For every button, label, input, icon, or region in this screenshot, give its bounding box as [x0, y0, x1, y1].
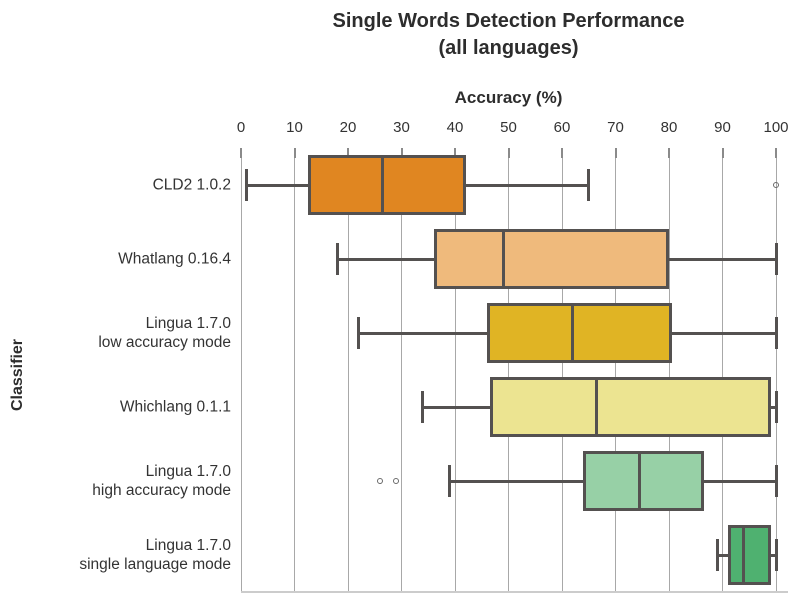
outlier-point: [377, 478, 384, 484]
x-tick-label-0: 0: [236, 119, 246, 136]
category-label-line: CLD2 1.0.2: [152, 176, 231, 194]
whisker-cap-high: [774, 243, 778, 275]
x-tick-30: [400, 148, 403, 158]
median-line: [501, 232, 505, 286]
x-tick-label-80: 80: [660, 119, 678, 136]
category-label-6: Lingua 1.7.0 single language mode: [0, 536, 231, 574]
median-line: [742, 528, 746, 582]
median-line: [595, 380, 599, 434]
x-tick-label-50: 50: [500, 119, 517, 136]
gridline-30: [401, 148, 402, 592]
median-line: [571, 306, 575, 360]
x-tick-20: [347, 148, 349, 158]
gridline-70: [615, 148, 616, 592]
x-tick-60: [561, 148, 563, 158]
gridline-100: [775, 148, 777, 592]
category-label-1: CLD2 1.0.2: [0, 176, 231, 195]
category-label-line: Whatlang 0.16.4: [118, 250, 231, 268]
category-labels: CLD2 1.0.2 Whatlang 0.16.4 Lingua 1.7.0 low…: [0, 148, 231, 592]
box-cld2-1-0-2: [307, 155, 466, 215]
x-tick-0: [240, 148, 242, 158]
x-tick-label-100: 100: [763, 119, 789, 136]
category-label-line: high accuracy mode: [92, 482, 231, 499]
gridline-10: [294, 148, 295, 592]
x-tick-10: [293, 148, 296, 158]
category-label-5: Lingua 1.7.0 high accuracy mode: [0, 462, 231, 500]
whisker-cap-high: [774, 391, 778, 423]
box-lingua-1-7-0-single-language-mode: [727, 525, 771, 585]
gridline-90: [722, 148, 723, 592]
category-label-line: Lingua 1.7.0: [145, 537, 231, 554]
x-tick-70: [614, 148, 617, 158]
whisker-cap-low: [357, 317, 361, 349]
plot-area: 0 10 20 30 40 50 60 70 80 90 100: [237, 119, 789, 593]
x-tick-50: [507, 148, 510, 158]
box-lingua-1-7-0-high-accuracy-mode: [583, 451, 704, 511]
whisker-cap-low: [715, 539, 719, 571]
outlier-point: [393, 478, 400, 484]
box-whatlang-0-16-4: [433, 229, 669, 289]
gridline-20: [347, 148, 349, 592]
x-tick-label-60: 60: [553, 119, 571, 136]
x-tick-90: [721, 148, 724, 158]
x-tick-40: [454, 148, 456, 158]
median-line: [381, 158, 385, 212]
whisker-cap-high: [587, 169, 591, 201]
x-tick-label-90: 90: [714, 119, 731, 136]
x-tick-label-70: 70: [607, 119, 624, 136]
chart-title-line1: Single Words Detection Performance: [332, 10, 685, 32]
box-whichlang-0-1-1: [489, 377, 771, 437]
category-label-line: Lingua 1.7.0: [145, 463, 231, 480]
whisker-cap-low: [244, 169, 248, 201]
category-label-line: Whichlang 0.1.1: [119, 398, 231, 416]
x-tick-label-40: 40: [446, 119, 464, 136]
category-label-4: Whichlang 0.1.1: [0, 398, 231, 417]
chart-title: Single Words Detection Performance (all …: [241, 8, 776, 62]
whisker-cap-high: [774, 317, 778, 349]
x-tick-label-20: 20: [339, 119, 357, 136]
bottom-axis-spine: [241, 591, 788, 593]
box-lingua-1-7-0-low-accuracy-mode: [487, 303, 672, 363]
whisker-cap-low: [421, 391, 425, 423]
gridline-80: [668, 148, 670, 592]
x-tick-label-30: 30: [393, 119, 410, 136]
whisker-cap-high: [774, 465, 778, 497]
whisker-cap-low: [448, 465, 452, 497]
category-label-line: low accuracy mode: [98, 334, 231, 351]
x-axis-title: Accuracy (%): [454, 88, 563, 107]
category-label-2: Whatlang 0.16.4: [0, 250, 231, 269]
category-label-line: single language mode: [79, 556, 231, 573]
gridline-60: [561, 148, 563, 592]
x-tick-label-10: 10: [286, 119, 303, 136]
gridline-40: [454, 148, 456, 592]
median-line: [638, 454, 642, 508]
whisker-cap-high: [774, 539, 778, 571]
whisker-cap-low: [335, 243, 339, 275]
category-label-line: Lingua 1.7.0: [145, 315, 231, 332]
gridline-0: [240, 148, 242, 592]
chart-title-line2: (all languages): [438, 37, 579, 59]
x-tick-80: [668, 148, 670, 158]
category-label-3: Lingua 1.7.0 low accuracy mode: [0, 314, 231, 352]
outlier-point: [773, 182, 779, 188]
x-tick-100: [775, 148, 777, 158]
gridline-50: [508, 148, 509, 592]
